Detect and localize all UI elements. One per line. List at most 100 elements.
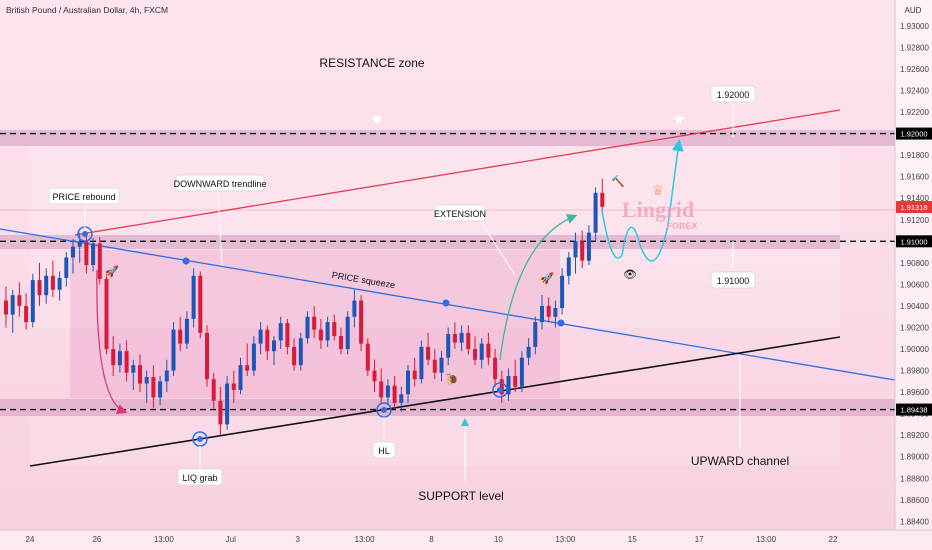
extension-arrow [499, 214, 578, 361]
support-level-label: SUPPORT level [418, 489, 504, 503]
candle-body [211, 379, 216, 401]
candle-body [513, 375, 518, 387]
price-badge [896, 403, 932, 416]
trendline-touch-dot-2 [442, 299, 450, 307]
candle-body [540, 305, 544, 323]
watermark-crown-icon: ♛ [652, 182, 665, 198]
candle-body [305, 316, 310, 339]
rebound-callout-text: PRICE rebound [52, 192, 115, 202]
candle-body [519, 357, 524, 387]
price-badge-label: 1.92000 [900, 130, 927, 139]
candle-body [332, 322, 337, 337]
star-icon: ★ [673, 111, 686, 127]
time-tick-label: 13:00 [756, 535, 777, 544]
price-tick-label: 1.88800 [900, 474, 929, 483]
candle-body [298, 338, 303, 366]
candle-body [218, 400, 223, 425]
candle-body [546, 305, 551, 317]
candle-body [499, 379, 504, 395]
candle-body [77, 241, 82, 247]
liq-grab-marker-dot [197, 436, 203, 442]
watermark-sub: FOREX [666, 221, 697, 231]
candle-body [57, 277, 62, 290]
price-tick-label: 1.90800 [900, 259, 929, 268]
candle-body [439, 357, 444, 373]
candle-body [251, 343, 256, 371]
target-dot-icon [373, 115, 381, 123]
time-tick-label: 13:00 [154, 535, 175, 544]
candle-body [171, 329, 176, 371]
candle-body [231, 383, 236, 390]
candle-body [566, 257, 571, 276]
resistance-zone-band [0, 130, 895, 146]
time-tick-label: 3 [295, 535, 300, 544]
candles-group [4, 178, 605, 436]
candle-body [593, 192, 598, 233]
price-badge-label: 1.91318 [900, 203, 927, 212]
trendline-touch-dot-1 [182, 257, 190, 265]
candle-body [198, 275, 203, 333]
candle-body [4, 300, 8, 315]
candle-body [473, 349, 477, 360]
support-zone-band [0, 399, 895, 416]
downward-callout-text: DOWNWARD trendline [174, 179, 267, 189]
level-1920-callout-box [710, 85, 756, 103]
candle-body [124, 351, 129, 373]
price-badge [896, 201, 932, 214]
candle-body [44, 275, 49, 296]
candle-body [379, 381, 384, 398]
candle-body [191, 275, 196, 319]
price-tick-label: 1.88600 [900, 496, 929, 505]
candle-body [245, 365, 250, 371]
candle-body [138, 365, 142, 384]
price-tick-label: 1.88400 [900, 517, 929, 526]
time-tick-label: 8 [429, 535, 434, 544]
candle-body [466, 332, 471, 350]
candle-body [205, 332, 209, 380]
candle-body [17, 295, 22, 306]
candle-body [580, 241, 585, 261]
candle-body [278, 323, 283, 341]
candle-body [318, 329, 323, 341]
extension-callout-box [434, 204, 486, 222]
rocket-icon-right: 🚀 [540, 272, 554, 285]
projection-path [601, 139, 684, 262]
candle-body [71, 246, 75, 258]
resistance-zone-label: RESISTANCE zone [319, 56, 424, 70]
time-tick-label: 13:00 [555, 535, 576, 544]
candle-body [312, 316, 317, 330]
candle-body [459, 332, 464, 343]
candle-body [64, 257, 69, 278]
hl-marker-dot [381, 407, 387, 413]
candle-body [412, 370, 417, 380]
candle-body [91, 243, 96, 265]
candle-body [339, 336, 343, 350]
price-tick-label: 1.90200 [900, 323, 929, 332]
eye-icon: 👁 [623, 269, 637, 281]
candle-body [392, 385, 397, 403]
price-badge [896, 235, 932, 248]
time-tick-label: 13:00 [355, 535, 376, 544]
price-tick-label: 1.91800 [900, 151, 929, 160]
price-badge-label: 1.89438 [900, 406, 927, 415]
candle-body [50, 275, 55, 290]
candle-body [600, 192, 605, 207]
candle-body [111, 349, 116, 366]
time-axis-bg [0, 530, 932, 550]
price-tick-label: 1.89800 [900, 367, 929, 376]
downward-callout-connector [217, 189, 223, 266]
candle-body [406, 370, 410, 395]
price-tick-label: 1.92800 [900, 43, 929, 52]
price-tick-label: 1.91400 [900, 194, 929, 203]
hl-callout-text: HL [378, 446, 390, 456]
levels-group [0, 132, 895, 411]
price-badges-group: 1.92000 1.91318 1.91000 1.89438 [896, 127, 932, 416]
liq-callout-text: LIQ grab [182, 473, 217, 483]
currency-label: AUD [905, 6, 922, 15]
price-tick-label: 1.93000 [900, 22, 929, 31]
retest-marker[interactable] [492, 382, 508, 398]
price-tick-label: 1.89600 [900, 388, 929, 397]
candle-body [164, 370, 169, 382]
hammer-icon: 🔨 [611, 175, 625, 188]
